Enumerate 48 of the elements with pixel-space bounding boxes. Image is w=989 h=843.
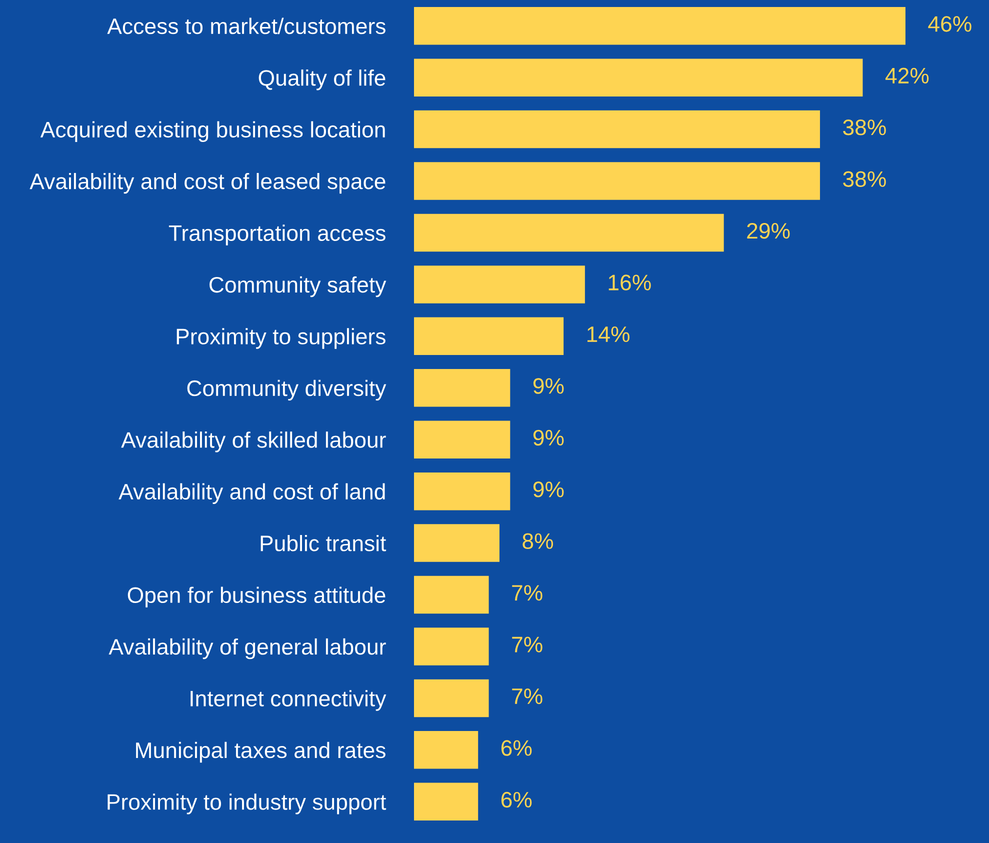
bar (414, 6, 906, 45)
data-label: 9% (533, 482, 564, 498)
data-label: 38% (843, 171, 886, 187)
data-label: 38% (843, 120, 886, 136)
y-tick-label: Availability of general labour (108, 638, 386, 660)
y-tick-label: Availability of skilled labour (121, 432, 386, 452)
bar (414, 162, 820, 200)
y-tick-label: Proximity to suppliers (176, 328, 386, 349)
y-tick-label: Open for business attitude (128, 586, 386, 608)
bar (414, 214, 724, 252)
y-tick-label: Proximity to industry support (108, 794, 386, 814)
data-label: 46% (928, 16, 972, 32)
y-tick-label: Community diversity (187, 380, 386, 401)
y-tick-label: Transportation access (168, 224, 386, 246)
data-label: 14% (587, 326, 630, 342)
y-tick-label: Availability and cost of land (118, 483, 385, 504)
y-tick-label: Public transit (260, 534, 386, 552)
y-tick-label: Acquired existing business location (40, 121, 385, 142)
bar (414, 731, 478, 769)
data-label: 7% (512, 688, 542, 704)
data-label: 6% (501, 740, 532, 756)
bar (414, 472, 510, 510)
bar (414, 628, 489, 666)
bar (414, 679, 489, 718)
bar (414, 782, 478, 821)
bar (414, 110, 820, 148)
data-label: 9% (533, 378, 564, 394)
bar (414, 420, 510, 458)
bar (414, 369, 510, 407)
data-label: 7% (512, 636, 542, 652)
data-label: 16% (608, 274, 651, 290)
bar (414, 58, 863, 96)
data-label: 8% (522, 533, 554, 549)
y-tick-label: Internet connectivity (190, 690, 386, 711)
y-tick-label: Community safety (210, 276, 386, 298)
bar (414, 576, 489, 614)
y-tick-label: Access to market/customers (107, 18, 386, 34)
data-label: 9% (533, 430, 564, 446)
bar (414, 524, 500, 562)
y-tick-label: Municipal taxes and rates (136, 742, 386, 763)
bar (414, 266, 585, 304)
bar (414, 317, 564, 356)
data-label: 29% (747, 222, 790, 239)
data-label: 6% (501, 792, 532, 808)
y-tick-label: Availability and cost of leased space (30, 172, 386, 194)
data-label: 42% (885, 68, 929, 84)
data-label: 7% (512, 585, 542, 601)
y-tick-label: Quality of life (258, 70, 386, 90)
